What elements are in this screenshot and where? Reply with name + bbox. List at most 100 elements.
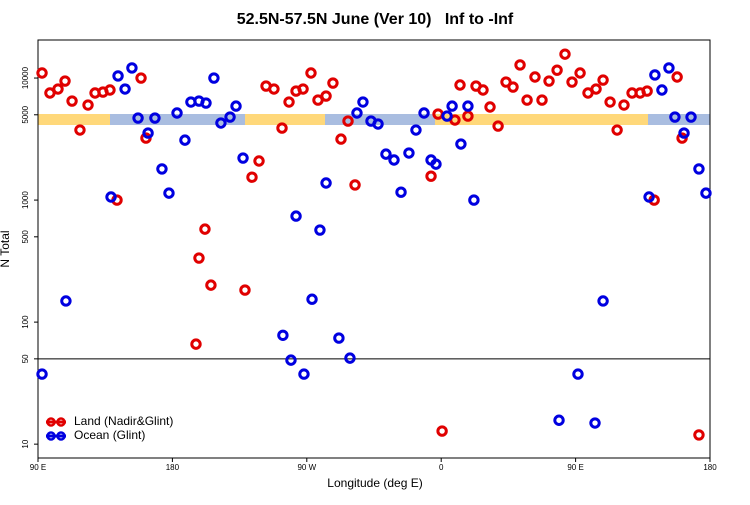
point [135,72,147,84]
point [82,99,94,111]
point [589,417,601,429]
point [693,429,705,441]
point [283,96,295,108]
point [142,127,154,139]
point [66,95,78,107]
point [351,107,363,119]
point [484,101,496,113]
point [671,71,683,83]
point [649,69,661,81]
point [276,122,288,134]
point [179,134,191,146]
point [60,295,72,307]
point [551,64,563,76]
point [193,252,205,264]
legend-marker [56,431,66,441]
point [36,368,48,380]
point [441,110,453,122]
point [253,155,265,167]
legend-label: Ocean (Glint) [74,428,145,442]
point [514,59,526,71]
point [36,67,48,79]
point [500,76,512,88]
point [314,224,326,236]
point [335,133,347,145]
point [200,97,212,109]
point [112,70,124,82]
point [388,154,400,166]
x-axis-label: Longitude (deg E) [327,476,422,490]
point [559,48,571,60]
point [149,112,161,124]
point [597,295,609,307]
point [410,124,422,136]
point [700,187,712,199]
point [327,77,339,89]
point [298,368,310,380]
point [663,62,675,74]
point [205,279,217,291]
point [403,147,415,159]
point [462,100,474,112]
y-tick-label: 10000 [21,66,30,89]
x-tick-label: 90 E [30,463,46,472]
point [693,163,705,175]
point [436,425,448,437]
point [357,96,369,108]
point [239,284,251,296]
point [462,110,474,122]
point [199,223,211,235]
x-tick-label: 0 [439,463,444,472]
y-tick-label: 100 [21,315,30,329]
point [611,124,623,136]
point [656,84,668,96]
point [536,94,548,106]
point [297,83,309,95]
ocean-strip [110,114,245,125]
point [425,170,437,182]
point [349,179,361,191]
point [641,85,653,97]
point [305,67,317,79]
point [237,152,249,164]
y-tick-label: 500 [21,230,30,244]
point [477,84,489,96]
point [521,94,533,106]
x-tick-label: 90 W [297,463,316,472]
point [574,67,586,79]
point [224,111,236,123]
point [566,76,578,88]
point [208,72,220,84]
legend-label: Land (Nadir&Glint) [74,414,173,428]
point [156,163,168,175]
point [105,191,117,203]
y-tick-label: 10 [21,439,30,448]
point [418,107,430,119]
point [190,338,202,350]
x-tick-label: 90 E [567,463,583,472]
x-tick-label: 180 [703,463,717,472]
point [468,194,480,206]
point [306,293,318,305]
y-tick-label: 1000 [21,191,30,209]
y-axis-label: N Total [0,230,12,267]
y-tick-label: 50 [21,354,30,363]
point [543,75,555,87]
point [126,62,138,74]
point [320,90,332,102]
point [230,100,242,112]
point [215,117,227,129]
point [553,414,565,426]
point [132,112,144,124]
point [454,79,466,91]
point [529,71,541,83]
point [430,158,442,170]
point [119,83,131,95]
point [395,186,407,198]
point [104,84,116,96]
point [669,111,681,123]
y-tick-label: 5000 [21,105,30,123]
point [333,332,345,344]
